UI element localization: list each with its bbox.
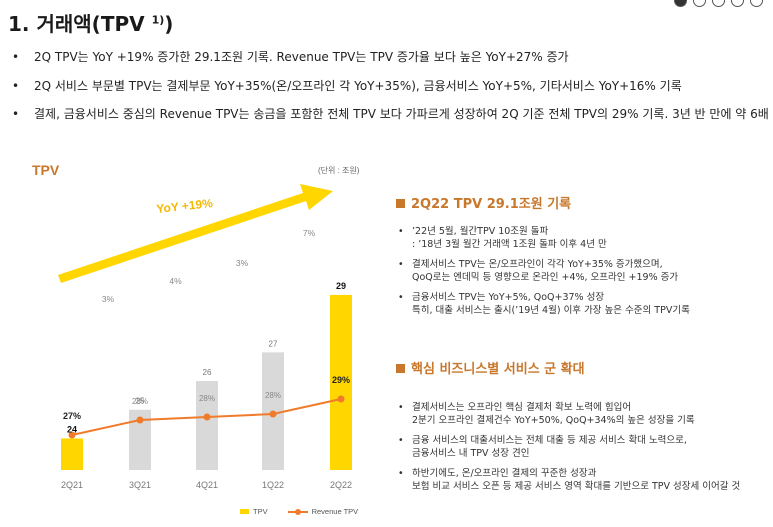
revenue-tpv-point	[269, 410, 277, 418]
growth-label: 7%	[303, 228, 316, 238]
page-dot[interactable]	[731, 0, 744, 7]
x-tick-label: 2Q22	[330, 480, 352, 490]
list-item-line: ’22년 5월, 월간TPV 10조원 돌파	[412, 226, 549, 237]
list-item-line: 하반기에도, 온/오프라인 결제의 꾸준한 성장과	[412, 468, 597, 479]
revenue-tpv-value-label: 28%	[265, 391, 281, 400]
page-dot-active[interactable]	[674, 0, 687, 7]
tpv-chart: YoY +19% 24 2Q21 25 3Q21 26 4Q21 27 1Q22 29 2Q22 3…	[58, 184, 352, 490]
tpv-value-label: 29	[336, 281, 346, 291]
summary-bullet: • 2Q 서비스 부문별 TPV는 결제부문 YoY+35%(온/오프라인 각 Y…	[12, 79, 682, 93]
yoy-arrow-label: YoY +19%	[156, 196, 214, 216]
list-item-line: QoQ로는 엔데믹 등 영향으로 온라인 +4%, 오프라인 +19% 증가	[412, 272, 679, 283]
tpv-value-label: 24	[67, 424, 77, 434]
tpv-value-label: 26	[203, 368, 212, 377]
yoy-arrow	[58, 184, 333, 283]
summary-bullet: • 결제, 금융서비스 중심의 Revenue TPV는 송금을 포함한 전체 T…	[12, 105, 773, 122]
revenue-tpv-value-label: 28%	[132, 397, 148, 406]
summary-bullet-text: 2Q TPV는 YoY +19% 증가한 29.1조원 기록. Revenue …	[34, 50, 569, 64]
revenue-tpv-point	[203, 413, 211, 421]
x-tick-label: 1Q22	[262, 480, 284, 490]
list-item: 결제서비스 TPV는 온/오프라인이 각각 YoY+35% 증가했으며, QoQ로…	[396, 258, 690, 284]
tpv-value-label: 25	[136, 397, 145, 406]
list-item-line: 금융서비스 TPV는 YoY+5%, QoQ+37% 성장	[412, 292, 605, 303]
summary-bullet-text: 2Q 서비스 부문별 TPV는 결제부문 YoY+35%(온/오프라인 각 Yo…	[34, 79, 682, 93]
summary-bullet: • 2Q TPV는 YoY +19% 증가한 29.1조원 기록. Revenue…	[12, 50, 569, 64]
list-item: 결제서비스는 오프라인 핵심 결제처 확보 노력에 힘입어 2분기 오프라인 결제…	[396, 401, 740, 427]
page-dot[interactable]	[712, 0, 725, 7]
chart-unit: (단위 : 조원)	[318, 166, 360, 175]
growth-label: 3%	[236, 258, 249, 268]
chart-legend: TPV Revenue TPV	[240, 507, 358, 516]
list-item-line: : ’18년 3월 월간 거래액 1조원 돌파 이후 4년 만	[412, 239, 607, 250]
list-item-line: 금융서비스 내 TPV 성장 견인	[412, 448, 530, 459]
tpv-bar	[330, 294, 352, 470]
growth-label: 4%	[169, 276, 182, 286]
section-title: 핵심 비즈니스별 서비스 군 확대	[396, 358, 585, 377]
summary-bullet-text: 결제, 금융서비스 중심의 Revenue TPV는 송금을 포함한 전체 TP…	[34, 107, 773, 121]
page-dot[interactable]	[693, 0, 706, 7]
page-title-text: 1. 거래액(TPV	[8, 12, 152, 36]
list-item: ’22년 5월, 월간TPV 10조원 돌파 : ’18년 3월 월간 거래액 1…	[396, 225, 690, 251]
growth-label: 3%	[102, 294, 115, 304]
legend-tpv: TPV	[240, 507, 268, 516]
tpv-bar	[129, 409, 151, 470]
tpv-bar	[61, 438, 83, 470]
legend-revenue-label: Revenue TPV	[311, 507, 359, 516]
x-tick-label: 2Q21	[61, 480, 83, 490]
list-item-line: 특히, 대출 서비스는 출시(’19년 4월) 이후 가장 높은 수준의 TPV…	[412, 305, 690, 316]
revenue-tpv-value-label: 28%	[199, 394, 215, 403]
tpv-value-label: 27	[269, 339, 278, 348]
revenue-tpv-point	[136, 416, 144, 424]
page-indicator	[674, 0, 763, 7]
x-tick-label: 4Q21	[196, 480, 218, 490]
revenue-tpv-point	[68, 431, 76, 439]
section-title-text: 핵심 비즈니스별 서비스 군 확대	[411, 362, 585, 377]
revenue-tpv-point	[337, 395, 345, 403]
section-title-text: 2Q22 TPV 29.1조원 기록	[411, 197, 572, 212]
page-title: 1. 거래액(TPV 1))	[8, 8, 173, 37]
chart-title: TPV	[32, 162, 60, 178]
section-title: 2Q22 TPV 29.1조원 기록	[396, 193, 571, 212]
section-list: 결제서비스는 오프라인 핵심 결제처 확보 노력에 힘입어 2분기 오프라인 결제…	[396, 401, 740, 500]
tpv-bar	[196, 381, 218, 470]
revenue-tpv-value-label: 29%	[332, 375, 350, 385]
page-title-close: )	[164, 12, 174, 36]
list-item-line: 보험 비교 서비스 오픈 등 제공 서비스 영역 확대를 기반으로 TPV 성장…	[412, 481, 741, 492]
page-title-footnote: 1)	[151, 13, 165, 27]
list-item-line: 결제서비스는 오프라인 핵심 결제처 확보 노력에 힘입어	[412, 402, 632, 413]
list-item-line: 2분기 오프라인 결제건수 YoY+50%, QoQ+34%의 높은 성장을 기…	[412, 415, 695, 426]
x-tick-label: 3Q21	[129, 480, 151, 490]
list-item-line: 금융 서비스의 대출서비스는 전체 대출 등 제공 서비스 확대 노력으로,	[412, 435, 687, 446]
section-list: ’22년 5월, 월간TPV 10조원 돌파 : ’18년 3월 월간 거래액 1…	[396, 225, 690, 324]
legend-tpv-label: TPV	[253, 507, 268, 516]
list-item-line: 결제서비스 TPV는 온/오프라인이 각각 YoY+35% 증가했으며,	[412, 259, 663, 270]
list-item: 금융 서비스의 대출서비스는 전체 대출 등 제공 서비스 확대 노력으로, 금융…	[396, 434, 740, 460]
revenue-tpv-value-label: 27%	[63, 411, 81, 421]
page-dot[interactable]	[750, 0, 763, 7]
legend-revenue-tpv: Revenue TPV	[287, 507, 359, 516]
